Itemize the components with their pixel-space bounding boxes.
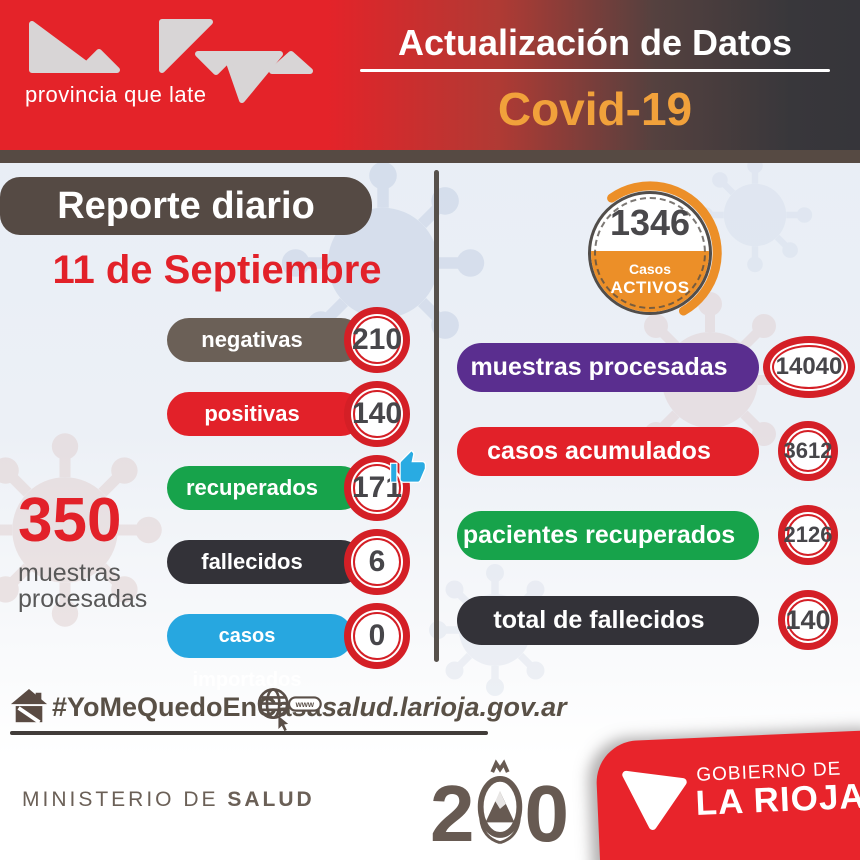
samples-value: 350: [18, 486, 122, 555]
total-value-casos-acumulados: 3612: [783, 438, 833, 463]
samples-label-line1: muestras: [18, 559, 121, 587]
header-title-block: Actualización de Datos Covid-19: [355, 0, 835, 150]
column-divider: [434, 170, 439, 662]
title-underline: [360, 69, 830, 72]
stat-badge-recuperados: 171: [344, 455, 410, 521]
ministry-label: MINISTERIO DE SALUD: [22, 788, 315, 812]
total-value-muestras-procesadas: 14040: [775, 353, 843, 380]
page-title: Actualización de Datos: [397, 22, 793, 63]
total-pill-muestras-procesadas: muestras procesadas: [457, 343, 759, 392]
samples-processed-block: 350 muestras procesadas: [18, 490, 147, 613]
samples-label-line2: procesadas: [18, 585, 148, 614]
total-badge-total-fallecidos: 140: [778, 590, 838, 650]
stat-pill-casos-importados: casos importados: [167, 614, 353, 691]
government-label-line2: LA RIOJA: [694, 776, 860, 823]
active-cases-badge: 1346 Casos ACTIVOS: [588, 191, 712, 315]
total-pill-casos-acumulados: casos acumulados: [457, 427, 759, 476]
stat-badge-casos-importados: 0: [344, 603, 410, 669]
stat-pill-negativas: negativas: [167, 318, 363, 362]
active-badge-dashed-ring: [594, 197, 706, 309]
active-cases-value: 1346: [609, 202, 691, 243]
footer-divider-line: [10, 731, 488, 735]
report-date: 11 de Septiembre: [52, 248, 382, 292]
globe-www-icon: www: [257, 688, 322, 732]
total-pill-total-fallecidos: total de fallecidos: [457, 596, 759, 645]
header-divider-band: [0, 150, 860, 163]
stat-value-casos-importados: 0: [368, 619, 386, 652]
active-cases-label-line2: ACTIVOS: [610, 278, 690, 297]
stat-value-positivas: 140: [351, 397, 403, 430]
website-url: salud.larioja.gov.ar: [322, 692, 567, 722]
stat-badge-fallecidos: 6: [344, 529, 410, 595]
stat-badge-negativas: 210: [344, 307, 410, 373]
total-badge-pacientes-recuperados: 2126: [778, 505, 838, 565]
total-pill-pacientes-recuperados: pacientes recuperados: [457, 511, 759, 560]
virus-decor-icon: [697, 157, 813, 273]
bicentennial-digit-0: 0: [524, 769, 570, 858]
total-badge-muestras-procesadas: 14040: [763, 336, 855, 398]
government-triangle-icon: [622, 770, 687, 830]
total-value-pacientes-recuperados: 2126: [783, 522, 833, 547]
header-banner: provincia que late Actualización de Dato…: [0, 0, 860, 150]
government-badge: GOBIERNO DE LA RIOJA: [594, 729, 860, 860]
active-cases-label-line1: Casos: [628, 261, 672, 277]
stat-pill-recuperados: recuperados: [167, 466, 363, 510]
report-title-pill: Reporte diario: [0, 177, 372, 235]
www-label: www: [295, 700, 315, 709]
total-badge-casos-acumulados: 3612: [778, 421, 838, 481]
thumbs-up-icon: [389, 449, 427, 483]
stat-value-negativas: 210: [351, 323, 403, 356]
la-rioja-logo-icon: [29, 19, 313, 103]
virus-decor-icon: [0, 433, 162, 627]
stat-pill-fallecidos: fallecidos: [167, 540, 363, 584]
house-icon: [10, 688, 48, 724]
bicentennial-digit-2: 2: [430, 769, 475, 858]
stat-value-fallecidos: 6: [368, 545, 386, 578]
stat-pill-positivas: positivas: [167, 392, 363, 436]
brand-tagline: provincia que late: [25, 82, 207, 107]
stat-badge-positivas: 140: [344, 381, 410, 447]
page-subtitle: Covid-19: [497, 83, 693, 135]
ministry-bold: SALUD: [227, 788, 315, 811]
ministry-prefix: MINISTERIO DE: [22, 788, 228, 811]
total-value-total-fallecidos: 140: [785, 604, 831, 635]
bicentennial-logo: 2 0: [430, 758, 570, 858]
bicentennial-crest-icon: [477, 759, 522, 845]
